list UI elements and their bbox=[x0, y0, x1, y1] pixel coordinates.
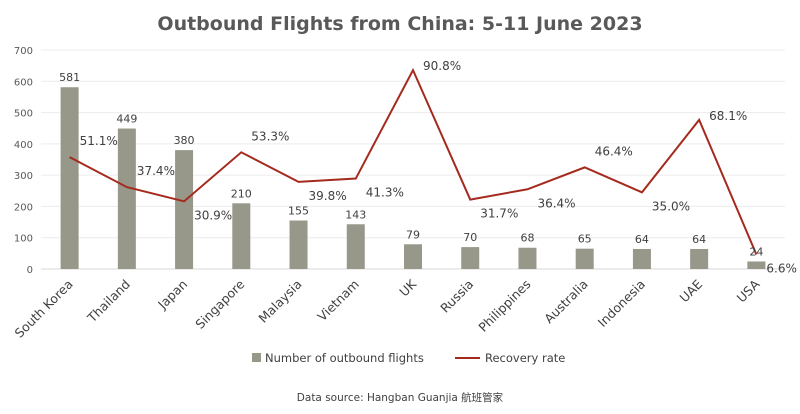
data-source: Data source: Hangban Guanjia 航班管家 bbox=[297, 391, 504, 404]
rate-label: 41.3% bbox=[366, 186, 404, 200]
x-tick-label: Russia bbox=[437, 277, 476, 316]
x-tick-label: Japan bbox=[154, 277, 190, 313]
y-tick-label: 200 bbox=[14, 202, 33, 213]
y-tick-label: 700 bbox=[14, 46, 33, 57]
bar bbox=[175, 150, 194, 269]
rate-label: 53.3% bbox=[251, 129, 289, 143]
legend: Number of outbound flights Recovery rate bbox=[252, 351, 565, 365]
x-tick-label: South Korea bbox=[12, 277, 76, 341]
bar-value-label: 79 bbox=[406, 228, 420, 241]
x-tick-label: UAE bbox=[677, 276, 706, 305]
bar-value-label: 64 bbox=[692, 233, 706, 246]
rate-label: 31.7% bbox=[480, 207, 518, 221]
x-tick-label: Australia bbox=[541, 277, 591, 327]
bar bbox=[575, 248, 594, 269]
bar-value-label: 65 bbox=[578, 233, 592, 246]
x-tick-label: Thailand bbox=[84, 277, 133, 326]
bar bbox=[518, 247, 537, 269]
rate-label: 51.1% bbox=[80, 134, 118, 148]
bar bbox=[60, 87, 79, 269]
rate-label: 30.9% bbox=[194, 208, 232, 222]
bar-value-label: 70 bbox=[463, 231, 477, 244]
rate-label: 39.8% bbox=[309, 189, 347, 203]
rate-label: 37.4% bbox=[137, 164, 175, 178]
y-tick-label: 600 bbox=[14, 77, 33, 88]
bar bbox=[747, 261, 766, 269]
x-tick-label: Philippines bbox=[475, 277, 533, 335]
bar-value-label: 64 bbox=[635, 233, 649, 246]
rate-label: 6.6% bbox=[766, 262, 797, 276]
bar bbox=[404, 244, 422, 269]
bar-value-label: 143 bbox=[345, 208, 366, 221]
rate-label: 90.8% bbox=[423, 59, 461, 73]
legend-label-bars: Number of outbound flights bbox=[265, 351, 424, 365]
bar-value-label: 581 bbox=[59, 71, 80, 84]
legend-label-line: Recovery rate bbox=[485, 351, 565, 365]
bar bbox=[117, 128, 136, 269]
bar-value-label: 449 bbox=[116, 113, 137, 126]
bar bbox=[632, 248, 651, 269]
x-tick-label: USA bbox=[734, 276, 763, 305]
x-tick-label: Malaysia bbox=[255, 277, 304, 326]
x-tick-label: Singapore bbox=[192, 276, 247, 331]
rate-label: 36.4% bbox=[537, 196, 575, 210]
bar bbox=[690, 248, 709, 269]
y-tick-label: 100 bbox=[14, 234, 33, 245]
bar-value-label: 210 bbox=[231, 187, 252, 200]
rate-label: 68.1% bbox=[709, 109, 747, 123]
rate-label: 46.4% bbox=[595, 144, 633, 158]
bar-value-label: 68 bbox=[520, 232, 534, 245]
bar bbox=[289, 220, 308, 269]
bar bbox=[461, 247, 480, 269]
y-tick-label: 500 bbox=[14, 109, 33, 120]
y-tick-label: 400 bbox=[14, 140, 33, 151]
bar bbox=[346, 224, 365, 269]
rate-label: 35.0% bbox=[652, 199, 690, 213]
bar-value-label: 380 bbox=[174, 134, 195, 147]
bar-value-label: 155 bbox=[288, 205, 309, 218]
bar-value-label: 24 bbox=[749, 245, 763, 258]
legend-swatch-bars bbox=[252, 353, 261, 362]
y-tick-label: 300 bbox=[14, 171, 33, 182]
chart-title: Outbound Flights from China: 5-11 June 2… bbox=[157, 13, 642, 35]
x-tick-label: Indonesia bbox=[595, 277, 648, 330]
x-tick-label: UK bbox=[396, 276, 419, 299]
recovery-rate-line bbox=[69, 67, 758, 255]
bar bbox=[232, 203, 251, 269]
y-tick-label: 0 bbox=[27, 265, 33, 276]
x-tick-label: Vietnam bbox=[314, 277, 361, 324]
